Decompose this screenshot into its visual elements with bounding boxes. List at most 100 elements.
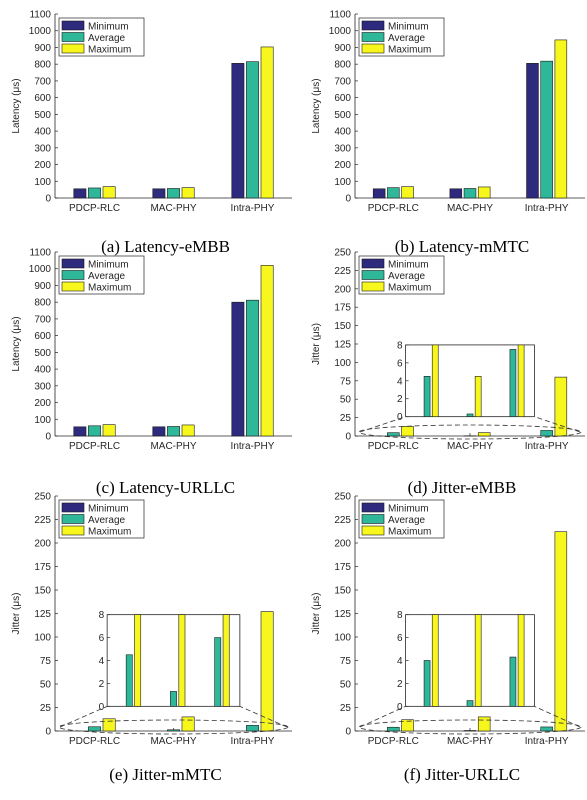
- y-tick-label: 225: [334, 515, 351, 526]
- x-tick-label: PDCP-RLC: [69, 736, 120, 747]
- inset-bar-maximum: [432, 615, 438, 707]
- y-tick-label: 100: [34, 633, 51, 644]
- legend-swatch-maximum: [362, 44, 384, 53]
- legend-swatch-minimum: [362, 259, 384, 268]
- legend-label-minimum: Minimum: [88, 22, 129, 33]
- inset-bar-average: [170, 691, 176, 706]
- bar-maximum: [103, 719, 115, 731]
- inset-y-tick-label: 8: [397, 340, 403, 351]
- legend-swatch-average: [362, 33, 384, 42]
- y-tick-label: 1100: [329, 10, 351, 21]
- legend-label-maximum: Maximum: [88, 527, 131, 538]
- legend-label-maximum: Maximum: [88, 45, 131, 56]
- legend-label-average: Average: [88, 515, 126, 526]
- bar-maximum: [478, 187, 490, 198]
- legend-label-minimum: Minimum: [388, 504, 429, 515]
- inset-y-tick-label: 8: [397, 610, 403, 621]
- y-tick-label: 1000: [29, 264, 52, 275]
- inset-y-tick-label: 6: [397, 633, 403, 644]
- y-tick-label: 25: [40, 703, 52, 714]
- y-tick-label: 75: [340, 376, 352, 387]
- zoom-connector-left: [360, 706, 406, 727]
- inset-y-tick-label: 2: [397, 679, 403, 690]
- legend-label-minimum: Minimum: [88, 260, 129, 271]
- bar-maximum: [261, 265, 273, 436]
- legend-swatch-minimum: [362, 503, 384, 512]
- y-tick-label: 50: [40, 680, 52, 691]
- y-tick-label: 0: [345, 194, 351, 205]
- legend-swatch-maximum: [362, 282, 384, 291]
- inset-y-tick-label: 4: [99, 656, 105, 667]
- x-tick-label: MAC-PHY: [150, 441, 196, 452]
- inset-bar-average: [510, 657, 516, 706]
- caption-e: (e) Jitter-mMTC: [109, 765, 222, 784]
- legend-swatch-maximum: [62, 44, 84, 53]
- legend-swatch-minimum: [62, 21, 84, 30]
- inset-bar-maximum: [179, 615, 185, 707]
- x-tick-label: Intra-PHY: [231, 736, 275, 747]
- y-tick-label: 200: [334, 284, 351, 295]
- bar-average: [88, 727, 100, 731]
- legend-label-average: Average: [388, 271, 426, 282]
- inset-bar-average: [126, 655, 132, 707]
- bar-minimum: [153, 189, 165, 198]
- bar-average: [387, 727, 399, 731]
- x-tick-label: PDCP-RLC: [368, 203, 419, 214]
- y-tick-label: 225: [334, 266, 351, 277]
- bar-average: [387, 188, 399, 198]
- y-tick-label: 100: [334, 358, 351, 369]
- y-tick-label: 400: [34, 127, 51, 138]
- y-tick-label: 250: [334, 492, 351, 503]
- caption-a: (a) Latency-eMBB: [101, 237, 230, 256]
- inset-y-tick-label: 6: [397, 358, 403, 369]
- x-tick-label: Intra-PHY: [525, 203, 569, 214]
- y-tick-label: 125: [34, 609, 51, 620]
- y-tick-label: 25: [340, 413, 352, 424]
- y-tick-label: 200: [334, 160, 351, 171]
- y-tick-label: 800: [34, 60, 51, 71]
- legend-label-average: Average: [88, 271, 126, 282]
- y-tick-label: 500: [334, 110, 351, 121]
- inset-y-tick-label: 0: [397, 702, 403, 713]
- y-tick-label: 800: [334, 60, 351, 71]
- bar-minimum: [373, 189, 385, 198]
- bar-average: [541, 61, 553, 198]
- y-tick-label: 0: [45, 194, 51, 205]
- y-tick-label: 25: [340, 703, 352, 714]
- inset-y-tick-label: 0: [99, 702, 105, 713]
- x-tick-label: MAC-PHY: [150, 203, 196, 214]
- y-tick-label: 900: [334, 43, 351, 54]
- x-tick-label: MAC-PHY: [150, 736, 196, 747]
- y-tick-label: 700: [34, 76, 51, 87]
- inset-bar-maximum: [223, 615, 229, 707]
- y-tick-label: 75: [340, 656, 352, 667]
- bar-maximum: [555, 532, 567, 731]
- caption-c: (c) Latency-URLLC: [96, 478, 235, 497]
- chart-panel-b: 010020030040050060070080090010001100Late…: [311, 10, 585, 257]
- legend-swatch-minimum: [62, 259, 84, 268]
- y-tick-label: 600: [34, 331, 51, 342]
- legend-swatch-maximum: [62, 282, 84, 291]
- y-tick-label: 1000: [329, 26, 352, 37]
- y-tick-label: 0: [345, 727, 351, 738]
- y-tick-label: 1100: [29, 10, 51, 21]
- x-tick-label: Intra-PHY: [525, 736, 569, 747]
- bar-minimum: [527, 63, 539, 198]
- x-tick-label: PDCP-RLC: [69, 203, 120, 214]
- bar-average: [88, 188, 100, 198]
- inset-bar-average: [467, 414, 473, 417]
- bar-maximum: [478, 433, 490, 436]
- y-tick-label: 0: [45, 727, 51, 738]
- bar-maximum: [261, 47, 273, 198]
- inset-y-tick-label: 6: [99, 633, 105, 644]
- y-tick-label: 900: [34, 281, 51, 292]
- bar-maximum: [402, 426, 414, 436]
- y-tick-label: 200: [34, 160, 51, 171]
- caption-b: (b) Latency-mMTC: [395, 237, 530, 256]
